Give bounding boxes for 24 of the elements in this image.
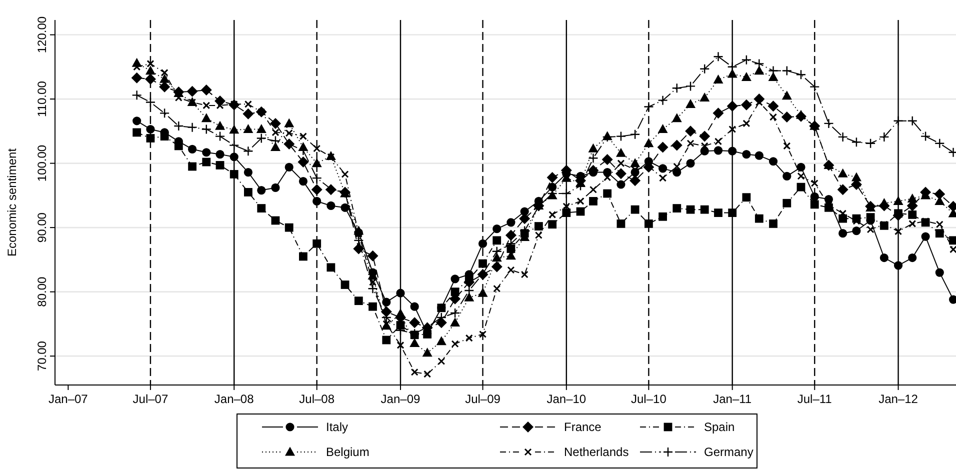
x-tick-label: Jul–10 bbox=[631, 392, 667, 406]
y-tick-label: 80.00 bbox=[35, 276, 49, 307]
y-axis-title: Economic sentiment bbox=[5, 148, 19, 257]
y-tick-label: 70.00 bbox=[35, 340, 49, 372]
legend-label: Italy bbox=[326, 420, 348, 434]
legend-label: Netherlands bbox=[564, 445, 629, 459]
legend-label: Spain bbox=[704, 420, 735, 434]
x-tick-label: Jan–08 bbox=[214, 392, 254, 406]
x-tick-label: Jan–09 bbox=[380, 392, 420, 406]
legend-label: France bbox=[564, 420, 602, 434]
x-tick-label: Jan–07 bbox=[48, 392, 88, 406]
x-tick-label: Jan–11 bbox=[713, 392, 752, 406]
x-tick-label: Jul–09 bbox=[465, 392, 501, 406]
x-tick-label: Jul–11 bbox=[797, 392, 832, 406]
x-tick-label: Jul–08 bbox=[299, 392, 335, 406]
y-tick-label: 100.00 bbox=[35, 144, 49, 182]
y-tick-label: 120.00 bbox=[35, 16, 49, 54]
x-tick-label: Jan–12 bbox=[878, 392, 918, 406]
y-tick-label: 110.00 bbox=[35, 80, 49, 117]
legend-label: Belgium bbox=[326, 445, 370, 459]
x-tick-label: Jan–10 bbox=[546, 392, 586, 406]
legend-label: Germany bbox=[704, 445, 754, 459]
y-tick-label: 90.00 bbox=[35, 212, 49, 243]
x-tick-label: Jul–07 bbox=[132, 392, 168, 406]
